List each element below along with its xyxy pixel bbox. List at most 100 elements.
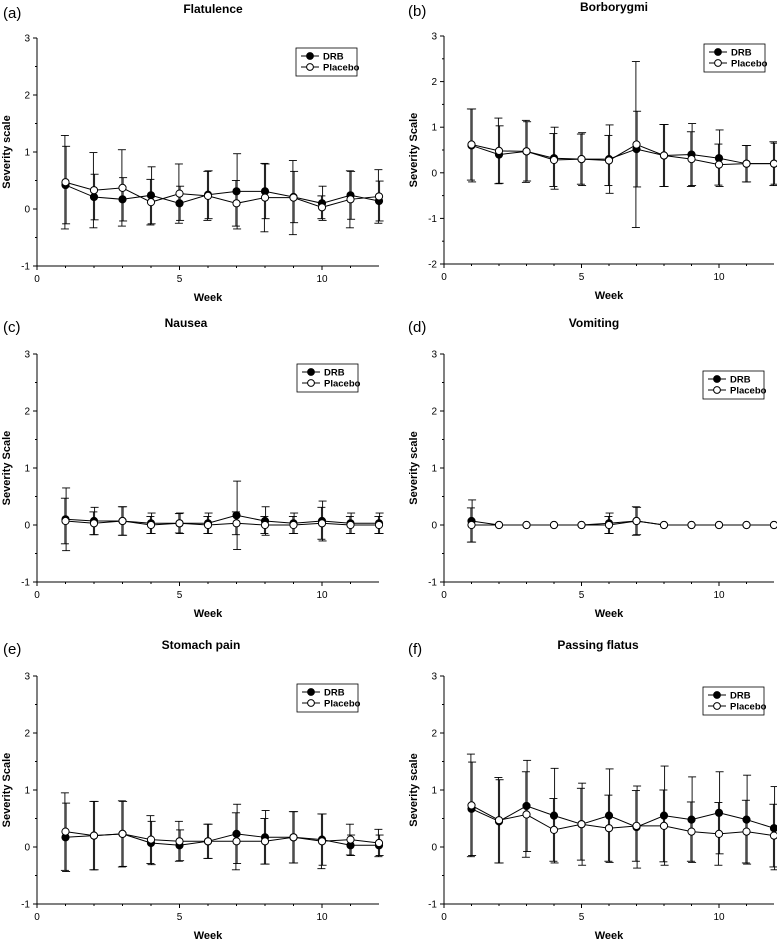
chart-panel-2: (b) Borborygmi -2 -1 0 1 2 3 0 5 10 Week Severity Sc… [408, 0, 777, 302]
data-point-placebo [61, 178, 70, 187]
x-axis-label: Week [194, 930, 223, 942]
legend-marker [713, 691, 721, 699]
x-tick-label: 10 [316, 590, 328, 601]
data-point-placebo [317, 519, 327, 528]
x-tick-label: 0 [34, 912, 40, 923]
chart-title: Vomiting [569, 316, 619, 330]
y-axis-label: Severity Scale [1, 753, 13, 828]
data-point-placebo [260, 520, 270, 530]
data-point-placebo [346, 195, 355, 204]
data-point-placebo [467, 801, 476, 810]
legend-label: DRB [323, 52, 344, 63]
data-point-placebo [522, 147, 531, 156]
y-tick-label: -1 [21, 262, 30, 273]
x-tick-label: 10 [713, 912, 725, 923]
data-point-placebo [232, 519, 241, 528]
data-point-placebo [374, 838, 384, 848]
data-point-placebo [289, 833, 298, 842]
series-line-placebo [65, 520, 379, 526]
data-point-placebo [317, 203, 327, 212]
chart-title: Nausea [165, 316, 208, 330]
panel-label: (c) [3, 319, 21, 336]
data-point-drb [118, 195, 127, 204]
series-line-drb [471, 805, 775, 829]
data-point-placebo [317, 837, 327, 846]
legend-box [703, 43, 766, 73]
y-tick-label: 1 [24, 464, 30, 475]
y-axis-label: Severity scale [408, 431, 420, 504]
legend-marker [307, 379, 315, 387]
x-tick-label: 5 [177, 590, 183, 601]
x-tick-label: 10 [316, 912, 328, 923]
y-tick-label: 1 [24, 786, 30, 797]
y-tick-label: 3 [24, 34, 30, 45]
data-point-placebo [522, 520, 531, 530]
legend-box [295, 47, 358, 77]
legend-marker [307, 688, 315, 696]
x-tick-label: 5 [579, 590, 585, 601]
data-point-drb [175, 199, 184, 208]
data-point-placebo [289, 520, 298, 530]
panel-label: (f) [408, 641, 422, 658]
y-axis-label: Severity Scale [408, 113, 420, 188]
data-point-placebo [769, 159, 777, 168]
legend-label: Placebo [324, 379, 361, 390]
data-point-drb [146, 191, 156, 200]
series-line-placebo [471, 520, 774, 526]
data-point-placebo [61, 827, 70, 836]
data-point-placebo [769, 831, 777, 840]
legend-label: Placebo [323, 63, 360, 74]
chart-panel-1: (a) Flatulence -1 0 1 2 3 0 5 10 Week Severity scal… [1, 2, 384, 304]
series-line-placebo [65, 831, 380, 844]
chart-panel-3: (c) Nausea -1 0 1 2 3 0 5 10 Week Severity Scale DRB… [1, 316, 384, 620]
y-tick-label: 1 [431, 786, 437, 797]
x-tick-label: 0 [441, 912, 447, 923]
series-line-drb [471, 144, 774, 165]
data-point-placebo [260, 837, 270, 846]
legend-marker [307, 368, 315, 376]
data-point-placebo [89, 831, 99, 840]
data-point-placebo [89, 186, 99, 195]
data-point-drb [232, 829, 241, 838]
x-tick-label: 0 [441, 272, 447, 283]
data-point-placebo [769, 520, 777, 530]
data-point-placebo [374, 192, 384, 201]
x-tick-label: 10 [316, 274, 328, 285]
chart-title: Passing flatus [557, 638, 639, 652]
legend-marker [713, 702, 721, 710]
data-point-placebo [522, 810, 531, 819]
data-point-placebo [146, 835, 156, 844]
data-point-drb [742, 815, 751, 824]
y-tick-label: 3 [431, 32, 437, 43]
data-point-placebo [742, 520, 751, 530]
data-point-drb [232, 187, 241, 196]
data-point-drb [604, 811, 614, 820]
series-line-drb [65, 833, 379, 846]
data-point-placebo [604, 824, 614, 833]
legend-label: Placebo [730, 386, 767, 397]
y-tick-label: 1 [431, 123, 437, 134]
y-axis-label: Severity scale [1, 115, 13, 188]
legend-box [702, 370, 765, 400]
data-point-placebo [289, 193, 298, 202]
data-point-placebo [549, 155, 559, 165]
legend-marker [306, 52, 314, 60]
data-point-placebo [118, 829, 127, 838]
data-point-drb [232, 511, 241, 520]
panel-label: (e) [3, 641, 21, 658]
y-tick-label: 0 [431, 521, 437, 532]
data-point-placebo [175, 189, 184, 198]
data-point-placebo [203, 191, 213, 200]
legend-label: DRB [324, 688, 345, 699]
data-point-placebo [175, 519, 184, 528]
legend-marker [713, 386, 721, 394]
data-point-placebo [467, 140, 476, 149]
data-point-placebo [346, 520, 355, 530]
data-point-placebo [742, 827, 751, 836]
y-tick-label: 2 [431, 407, 437, 418]
legend-label: DRB [730, 691, 751, 702]
data-point-placebo [714, 160, 724, 169]
data-point-placebo [659, 520, 669, 530]
